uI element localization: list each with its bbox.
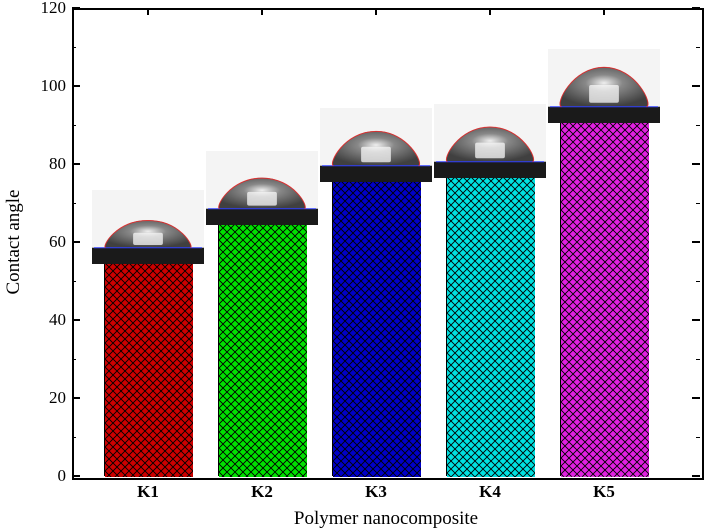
y-minor-tick bbox=[696, 281, 700, 282]
x-tick-label: K5 bbox=[593, 482, 615, 502]
droplet-inset bbox=[434, 104, 546, 178]
y-minor-tick bbox=[696, 437, 700, 438]
y-tick bbox=[692, 475, 700, 477]
bar bbox=[104, 262, 192, 477]
y-tick bbox=[692, 163, 700, 165]
bar bbox=[560, 121, 648, 476]
y-tick bbox=[692, 241, 700, 243]
bar bbox=[218, 223, 306, 477]
y-tick-label: 0 bbox=[36, 466, 66, 486]
droplet-inset bbox=[206, 151, 318, 225]
y-tick bbox=[72, 319, 80, 321]
x-axis-title: Polymer nanocomposite bbox=[294, 508, 478, 530]
droplet-inset bbox=[320, 108, 432, 182]
y-tick bbox=[72, 85, 80, 87]
bar bbox=[332, 180, 420, 476]
x-tick bbox=[603, 8, 605, 15]
y-minor-tick bbox=[72, 125, 76, 126]
y-tick bbox=[692, 7, 700, 9]
y-tick-label: 120 bbox=[36, 0, 66, 18]
droplet-inset bbox=[92, 190, 204, 264]
droplet-inset bbox=[548, 49, 660, 123]
x-tick-label: K2 bbox=[251, 482, 273, 502]
y-minor-tick bbox=[72, 359, 76, 360]
y-tick bbox=[72, 397, 80, 399]
y-minor-tick bbox=[696, 359, 700, 360]
x-tick-label: K3 bbox=[365, 482, 387, 502]
x-tick bbox=[147, 8, 149, 15]
y-tick bbox=[72, 241, 80, 243]
y-tick-label: 60 bbox=[36, 232, 66, 252]
y-tick bbox=[692, 85, 700, 87]
y-minor-tick bbox=[72, 437, 76, 438]
x-tick-label: K1 bbox=[137, 482, 159, 502]
y-tick bbox=[72, 7, 80, 9]
y-tick bbox=[72, 475, 80, 477]
y-minor-tick bbox=[696, 203, 700, 204]
x-tick bbox=[489, 8, 491, 15]
y-tick-label: 80 bbox=[36, 154, 66, 174]
x-tick bbox=[375, 8, 377, 15]
chart-container: Contact angle Polymer nanocomposite 0 20 4… bbox=[0, 0, 721, 532]
y-tick bbox=[692, 319, 700, 321]
y-minor-tick bbox=[696, 125, 700, 126]
y-tick-label: 20 bbox=[36, 388, 66, 408]
y-minor-tick bbox=[696, 47, 700, 48]
x-tick bbox=[261, 8, 263, 15]
x-tick-label: K4 bbox=[479, 482, 501, 502]
bar bbox=[446, 176, 534, 476]
y-minor-tick bbox=[72, 47, 76, 48]
y-axis-title: Contact angle bbox=[3, 190, 25, 295]
y-tick bbox=[692, 397, 700, 399]
y-tick-label: 40 bbox=[36, 310, 66, 330]
y-tick-label: 100 bbox=[36, 76, 66, 96]
y-tick bbox=[72, 163, 80, 165]
y-minor-tick bbox=[72, 281, 76, 282]
y-minor-tick bbox=[72, 203, 76, 204]
